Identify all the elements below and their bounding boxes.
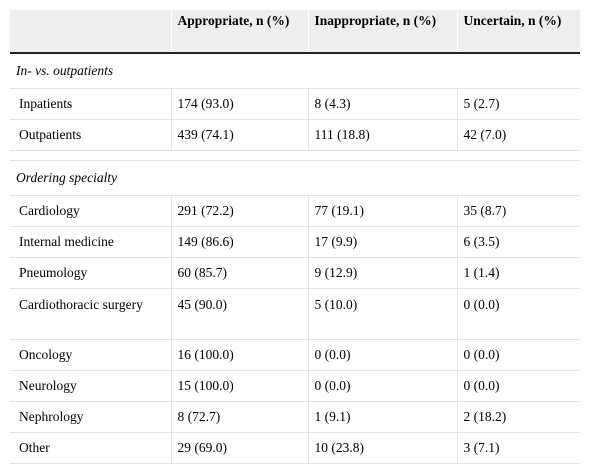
cell-appropriate: 149 (86.6) <box>171 226 309 258</box>
cell-uncertain: 0 (0.0) <box>457 339 580 371</box>
row-label: Outpatients <box>10 119 172 151</box>
row-label: Internal medicine <box>10 226 172 258</box>
cell-uncertain: 35 (8.7) <box>457 195 580 227</box>
cell-appropriate: 60 (85.7) <box>171 257 309 289</box>
section-title: Ordering specialty <box>10 160 580 196</box>
row-label: Inpatients <box>10 88 172 120</box>
cell-uncertain: 2 (18.2) <box>457 401 580 433</box>
cell-inappropriate: 0 (0.0) <box>308 339 458 371</box>
table-row: Cardiology 291 (72.2) 77 (19.1) 35 (8.7) <box>10 195 580 227</box>
cell-inappropriate: 5 (10.0) <box>308 288 458 340</box>
row-label: Cardiothoracic surgery <box>10 288 172 340</box>
cell-uncertain: 6 (3.5) <box>457 226 580 258</box>
table-row: Cardiothoracic surgery 45 (90.0) 5 (10.0… <box>10 288 580 340</box>
row-label: Other <box>10 432 172 464</box>
cell-uncertain: 42 (7.0) <box>457 119 580 151</box>
spacer-cell <box>10 150 580 161</box>
cell-inappropriate: 1 (9.1) <box>308 401 458 433</box>
header-cell-label <box>10 10 172 54</box>
cell-inappropriate: 111 (18.8) <box>308 119 458 151</box>
cell-uncertain: 3 (7.1) <box>457 432 580 464</box>
section-row: In- vs. outpatients <box>10 53 580 89</box>
spacer-row <box>10 150 580 161</box>
cell-appropriate: 16 (100.0) <box>171 339 309 371</box>
cell-appropriate: 174 (93.0) <box>171 88 309 120</box>
cell-inappropriate: 10 (23.8) <box>308 432 458 464</box>
cell-appropriate: 29 (69.0) <box>171 432 309 464</box>
header-cell-uncertain: Uncertain, n (%) <box>457 10 580 54</box>
header-cell-inappropriate: Inappropriate, n (%) <box>308 10 458 54</box>
table-row: Neurology 15 (100.0) 0 (0.0) 0 (0.0) <box>10 370 580 402</box>
cell-appropriate: 8 (72.7) <box>171 401 309 433</box>
table-row: Outpatients 439 (74.1) 111 (18.8) 42 (7.… <box>10 119 580 151</box>
cell-appropriate: 15 (100.0) <box>171 370 309 402</box>
row-label: Cardiology <box>10 195 172 227</box>
header-row: Appropriate, n (%) Inappropriate, n (%) … <box>10 10 580 54</box>
cell-uncertain: 0 (0.0) <box>457 288 580 340</box>
cell-appropriate: 45 (90.0) <box>171 288 309 340</box>
header-cell-appropriate: Appropriate, n (%) <box>171 10 309 54</box>
cell-appropriate: 291 (72.2) <box>171 195 309 227</box>
cell-inappropriate: 77 (19.1) <box>308 195 458 227</box>
cell-appropriate: 439 (74.1) <box>171 119 309 151</box>
row-label: Neurology <box>10 370 172 402</box>
cell-uncertain: 1 (1.4) <box>457 257 580 289</box>
table-row: Internal medicine 149 (86.6) 17 (9.9) 6 … <box>10 226 580 258</box>
row-label: Pneumology <box>10 257 172 289</box>
cell-uncertain: 0 (0.0) <box>457 370 580 402</box>
table-row: Inpatients 174 (93.0) 8 (4.3) 5 (2.7) <box>10 88 580 120</box>
table-row: Pneumology 60 (85.7) 9 (12.9) 1 (1.4) <box>10 257 580 289</box>
row-label: Oncology <box>10 339 172 371</box>
cell-inappropriate: 9 (12.9) <box>308 257 458 289</box>
section-title: In- vs. outpatients <box>10 53 580 89</box>
table-row: Oncology 16 (100.0) 0 (0.0) 0 (0.0) <box>10 339 580 371</box>
section-row: Ordering specialty <box>10 160 580 196</box>
cell-uncertain: 5 (2.7) <box>457 88 580 120</box>
appropriateness-table: Appropriate, n (%) Inappropriate, n (%) … <box>10 10 580 464</box>
cell-inappropriate: 17 (9.9) <box>308 226 458 258</box>
cell-inappropriate: 8 (4.3) <box>308 88 458 120</box>
row-label: Nephrology <box>10 401 172 433</box>
table-row: Other 29 (69.0) 10 (23.8) 3 (7.1) <box>10 432 580 464</box>
cell-inappropriate: 0 (0.0) <box>308 370 458 402</box>
table-row: Nephrology 8 (72.7) 1 (9.1) 2 (18.2) <box>10 401 580 433</box>
